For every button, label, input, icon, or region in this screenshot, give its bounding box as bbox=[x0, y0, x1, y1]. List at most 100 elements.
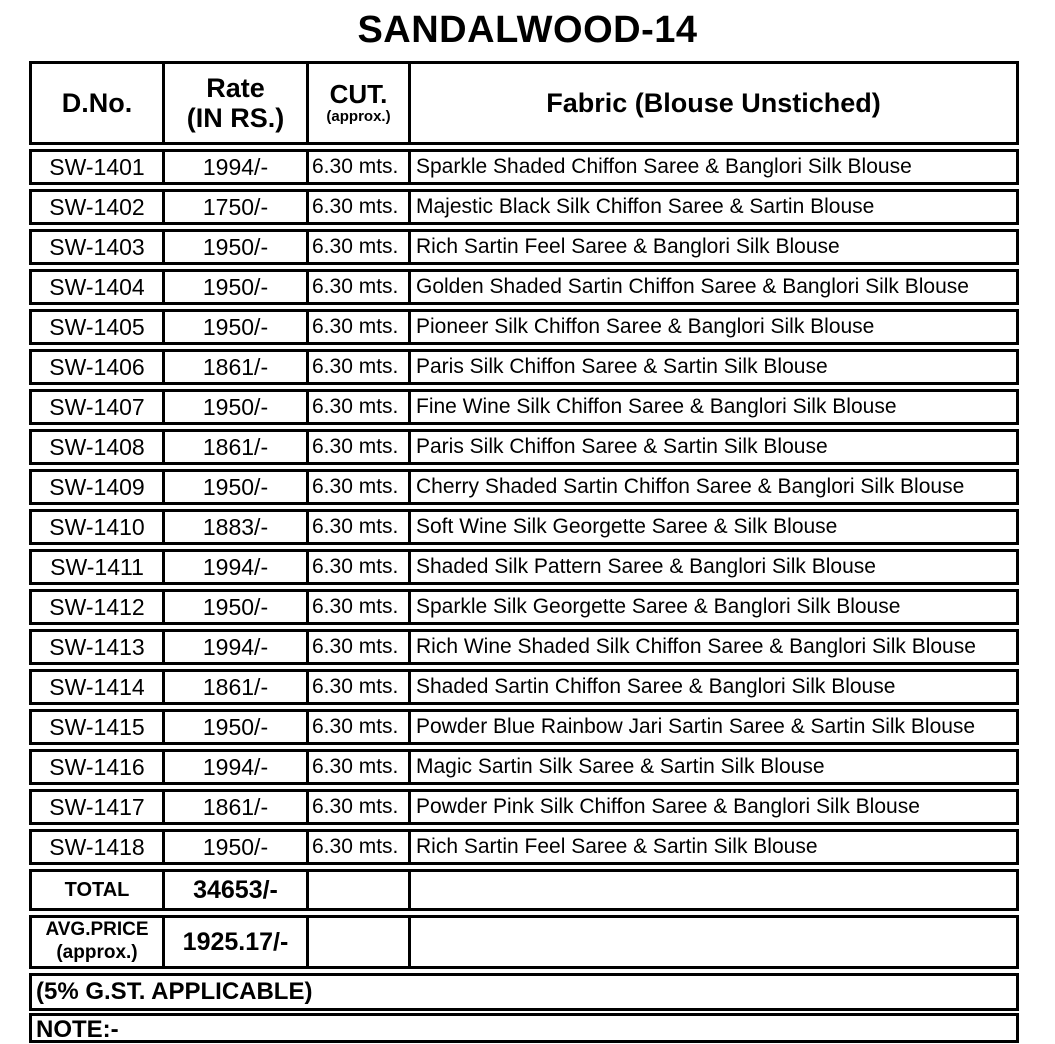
rate-cell: 1950/- bbox=[162, 592, 306, 622]
fabric-cell: Golden Shaded Sartin Chiffon Saree & Ban… bbox=[408, 272, 1016, 302]
rate-cell: 1950/- bbox=[162, 272, 306, 302]
page: SANDALWOOD-14 D.No. Rate (IN RS.) CUT. (… bbox=[0, 8, 1055, 1043]
total-cut-cell-empty bbox=[306, 872, 408, 908]
table-row: SW-1405 1950/- 6.30 mts. Pioneer Silk Ch… bbox=[29, 309, 1019, 345]
column-header-cut-line2: (approx.) bbox=[326, 108, 391, 126]
rate-cell: 1861/- bbox=[162, 352, 306, 382]
table-row: SW-1416 1994/- 6.30 mts. Magic Sartin Si… bbox=[29, 749, 1019, 785]
note-row: NOTE:- bbox=[29, 1013, 1019, 1043]
avg-price-label: AVG.PRICE (approx.) bbox=[32, 918, 162, 966]
table-row: SW-1409 1950/- 6.30 mts. Cherry Shaded S… bbox=[29, 469, 1019, 505]
column-header-dno-label: D.No. bbox=[61, 87, 133, 118]
total-value: 34653/- bbox=[162, 872, 306, 908]
rate-cell: 1750/- bbox=[162, 192, 306, 222]
fabric-cell: Powder Blue Rainbow Jari Sartin Saree & … bbox=[408, 712, 1016, 742]
design-number-cell: SW-1416 bbox=[49, 753, 145, 780]
cut-cell: 6.30 mts. bbox=[306, 232, 408, 262]
design-number-cell: SW-1408 bbox=[49, 433, 145, 460]
design-number-cell: SW-1410 bbox=[49, 513, 145, 540]
design-number-cell: SW-1417 bbox=[49, 793, 145, 820]
table-row: SW-1406 1861/- 6.30 mts. Paris Silk Chif… bbox=[29, 349, 1019, 385]
cut-cell: 6.30 mts. bbox=[306, 272, 408, 302]
fabric-cell: Pioneer Silk Chiffon Saree & Banglori Si… bbox=[408, 312, 1016, 342]
price-table: D.No. Rate (IN RS.) CUT. (approx.) Fabri… bbox=[29, 61, 1019, 1043]
column-header-cut: CUT. (approx.) bbox=[306, 64, 408, 142]
table-row: SW-1403 1950/- 6.30 mts. Rich Sartin Fee… bbox=[29, 229, 1019, 265]
cut-cell: 6.30 mts. bbox=[306, 352, 408, 382]
rate-cell: 1861/- bbox=[162, 672, 306, 702]
table-row: SW-1418 1950/- 6.30 mts. Rich Sartin Fee… bbox=[29, 829, 1019, 865]
cut-cell: 6.30 mts. bbox=[306, 792, 408, 822]
column-header-dno: D.No. bbox=[32, 64, 162, 142]
table-body: SW-1401 1994/- 6.30 mts. Sparkle Shaded … bbox=[29, 149, 1019, 865]
fabric-cell: Rich Sartin Feel Saree & Banglori Silk B… bbox=[408, 232, 1016, 262]
avg-price-row: AVG.PRICE (approx.) 1925.17/- bbox=[29, 915, 1019, 969]
design-number-cell: SW-1404 bbox=[49, 273, 145, 300]
avg-fabric-cell-empty bbox=[408, 918, 1016, 966]
fabric-cell: Fine Wine Silk Chiffon Saree & Banglori … bbox=[408, 392, 1016, 422]
design-number-cell: SW-1406 bbox=[49, 353, 145, 380]
fabric-cell: Rich Wine Shaded Silk Chiffon Saree & Ba… bbox=[408, 632, 1016, 662]
rate-cell: 1994/- bbox=[162, 752, 306, 782]
rate-cell: 1950/- bbox=[162, 832, 306, 862]
table-row: SW-1401 1994/- 6.30 mts. Sparkle Shaded … bbox=[29, 149, 1019, 185]
column-header-fabric-label: Fabric (Blouse Unstiched) bbox=[546, 87, 881, 118]
avg-price-label-line2: (approx.) bbox=[56, 942, 138, 963]
design-number-cell: SW-1402 bbox=[49, 193, 145, 220]
fabric-cell: Shaded Sartin Chiffon Saree & Banglori S… bbox=[408, 672, 1016, 702]
column-header-cut-line1: CUT. bbox=[329, 79, 388, 110]
column-header-fabric: Fabric (Blouse Unstiched) bbox=[408, 64, 1016, 142]
cut-cell: 6.30 mts. bbox=[306, 712, 408, 742]
design-number-cell: SW-1407 bbox=[49, 393, 145, 420]
rate-cell: 1861/- bbox=[162, 792, 306, 822]
total-label: TOTAL bbox=[64, 878, 130, 901]
cut-cell: 6.30 mts. bbox=[306, 472, 408, 502]
table-row: SW-1402 1750/- 6.30 mts. Majestic Black … bbox=[29, 189, 1019, 225]
fabric-cell: Sparkle Shaded Chiffon Saree & Banglori … bbox=[408, 152, 1016, 182]
cut-cell: 6.30 mts. bbox=[306, 672, 408, 702]
design-number-cell: SW-1401 bbox=[49, 153, 145, 180]
rate-cell: 1950/- bbox=[162, 712, 306, 742]
fabric-cell: Magic Sartin Silk Saree & Sartin Silk Bl… bbox=[408, 752, 1016, 782]
design-number-cell: SW-1418 bbox=[49, 833, 145, 860]
gst-note-row: (5% G.ST. APPLICABLE) bbox=[29, 973, 1019, 1011]
rate-cell: 1994/- bbox=[162, 152, 306, 182]
rate-cell: 1950/- bbox=[162, 312, 306, 342]
column-header-rate-line2: (IN RS.) bbox=[186, 103, 285, 133]
table-row: SW-1415 1950/- 6.30 mts. Powder Blue Rai… bbox=[29, 709, 1019, 745]
design-number-cell: SW-1411 bbox=[50, 553, 144, 580]
avg-price-label-line1: AVG.PRICE bbox=[45, 919, 149, 941]
table-row: SW-1412 1950/- 6.30 mts. Sparkle Silk Ge… bbox=[29, 589, 1019, 625]
design-number-cell: SW-1412 bbox=[49, 593, 145, 620]
rate-cell: 1994/- bbox=[162, 552, 306, 582]
cut-cell: 6.30 mts. bbox=[306, 432, 408, 462]
design-number-cell: SW-1405 bbox=[49, 313, 145, 340]
column-header-rate: Rate (IN RS.) bbox=[162, 64, 306, 142]
cut-cell: 6.30 mts. bbox=[306, 752, 408, 782]
rate-cell: 1861/- bbox=[162, 432, 306, 462]
rate-cell: 1950/- bbox=[162, 232, 306, 262]
cut-cell: 6.30 mts. bbox=[306, 632, 408, 662]
fabric-cell: Sparkle Silk Georgette Saree & Banglori … bbox=[408, 592, 1016, 622]
gst-note-text: (5% G.ST. APPLICABLE) bbox=[36, 978, 313, 1005]
rate-cell: 1950/- bbox=[162, 392, 306, 422]
rate-cell: 1994/- bbox=[162, 632, 306, 662]
cut-cell: 6.30 mts. bbox=[306, 192, 408, 222]
rate-cell: 1950/- bbox=[162, 472, 306, 502]
table-row: SW-1410 1883/- 6.30 mts. Soft Wine Silk … bbox=[29, 509, 1019, 545]
table-row: SW-1404 1950/- 6.30 mts. Golden Shaded S… bbox=[29, 269, 1019, 305]
fabric-cell: Paris Silk Chiffon Saree & Sartin Silk B… bbox=[408, 352, 1016, 382]
fabric-cell: Rich Sartin Feel Saree & Sartin Silk Blo… bbox=[408, 832, 1016, 862]
table-row: SW-1413 1994/- 6.30 mts. Rich Wine Shade… bbox=[29, 629, 1019, 665]
cut-cell: 6.30 mts. bbox=[306, 592, 408, 622]
cut-cell: 6.30 mts. bbox=[306, 832, 408, 862]
fabric-cell: Shaded Silk Pattern Saree & Banglori Sil… bbox=[408, 552, 1016, 582]
design-number-cell: SW-1403 bbox=[49, 233, 145, 260]
fabric-cell: Majestic Black Silk Chiffon Saree & Sart… bbox=[408, 192, 1016, 222]
cut-cell: 6.30 mts. bbox=[306, 312, 408, 342]
cut-cell: 6.30 mts. bbox=[306, 512, 408, 542]
fabric-cell: Cherry Shaded Sartin Chiffon Saree & Ban… bbox=[408, 472, 1016, 502]
table-row: SW-1407 1950/- 6.30 mts. Fine Wine Silk … bbox=[29, 389, 1019, 425]
cut-cell: 6.30 mts. bbox=[306, 152, 408, 182]
column-header-rate-line1: Rate bbox=[206, 72, 265, 103]
